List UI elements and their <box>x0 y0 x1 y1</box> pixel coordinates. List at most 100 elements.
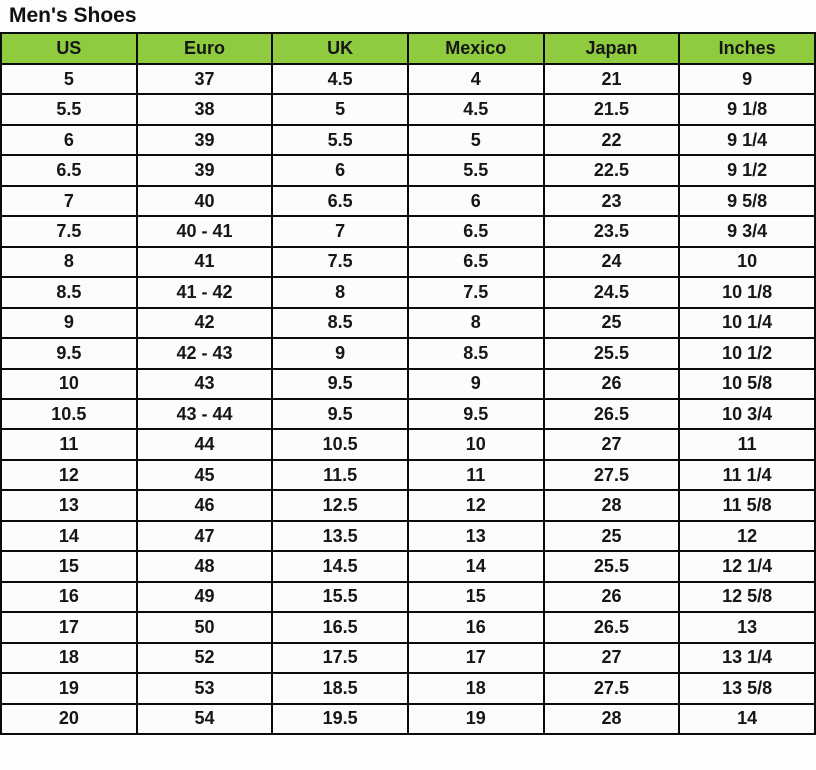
table-cell: 24.5 <box>542 276 681 309</box>
table-cell: 17.5 <box>271 641 409 675</box>
table-cell: 12 <box>406 489 545 522</box>
column-header-inches: Inches <box>678 32 816 65</box>
table-cell: 12 5/8 <box>678 580 816 614</box>
table-cell: 6.5 <box>406 245 545 279</box>
table-cell: 6.5 <box>271 184 409 218</box>
table-cell: 8 <box>0 245 138 279</box>
table-cell: 27.5 <box>542 458 681 492</box>
table-cell: 16 <box>406 611 545 644</box>
table-cell: 24 <box>542 245 681 279</box>
table-body: 5 37 4.5 4 21 9 5.5 38 5 4.5 21.5 9 1/8 6 39 5.5 5 22 9 1… <box>0 62 816 736</box>
table-cell: 22.5 <box>542 154 681 187</box>
table-row: 16 49 15.5 15 26 12 5/8 <box>0 580 816 614</box>
table-cell: 20 <box>0 702 138 736</box>
size-conversion-table: US Euro UK Mexico Japan Inches 5 37 4.5 4 21… <box>0 32 816 736</box>
table-row: 13 46 12.5 12 28 11 5/8 <box>0 489 816 522</box>
table-cell: 9 3/4 <box>678 215 816 248</box>
table-cell: 48 <box>135 550 274 583</box>
table-cell: 9.5 <box>271 367 409 400</box>
table-cell: 22 <box>542 123 681 157</box>
table-cell: 40 - 41 <box>135 215 274 248</box>
table-cell: 10 1/8 <box>678 276 816 309</box>
table-cell: 13 <box>406 519 545 553</box>
table-row: 20 54 19.5 19 28 14 <box>0 702 816 736</box>
table-cell: 9 1/8 <box>678 93 816 126</box>
table-cell: 9 <box>406 367 545 400</box>
table-cell: 10 1/2 <box>678 337 816 370</box>
table-cell: 26 <box>542 580 681 614</box>
table-cell: 18 <box>406 672 545 705</box>
table-cell: 8.5 <box>406 337 545 370</box>
table-cell: 7.5 <box>0 215 138 248</box>
table-cell: 39 <box>135 123 274 157</box>
table-cell: 19 <box>0 672 138 705</box>
table-cell: 26.5 <box>542 397 681 431</box>
table-cell: 37 <box>135 62 274 96</box>
table-cell: 9.5 <box>0 337 138 370</box>
table-cell: 26 <box>542 367 681 400</box>
table-cell: 9 5/8 <box>678 184 816 218</box>
table-cell: 13 <box>0 489 138 522</box>
table-row: 18 52 17.5 17 27 13 1/4 <box>0 641 816 675</box>
table-cell: 23 <box>542 184 681 218</box>
table-cell: 27 <box>542 641 681 675</box>
table-row: 10 43 9.5 9 26 10 5/8 <box>0 367 816 400</box>
table-cell: 13 5/8 <box>678 672 816 705</box>
table-row: 6.5 39 6 5.5 22.5 9 1/2 <box>0 154 816 187</box>
table-cell: 5.5 <box>271 123 409 157</box>
table-row: 14 47 13.5 13 25 12 <box>0 519 816 553</box>
table-cell: 10.5 <box>271 428 409 461</box>
table-cell: 53 <box>135 672 274 705</box>
table-row: 9.5 42 - 43 9 8.5 25.5 10 1/2 <box>0 337 816 370</box>
table-cell: 10 <box>678 245 816 279</box>
table-cell: 7.5 <box>406 276 545 309</box>
table-cell: 17 <box>406 641 545 675</box>
table-cell: 52 <box>135 641 274 675</box>
table-row: 8.5 41 - 42 8 7.5 24.5 10 1/8 <box>0 276 816 309</box>
table-row: 6 39 5.5 5 22 9 1/4 <box>0 123 816 157</box>
table-cell: 14 <box>0 519 138 553</box>
table-cell: 8 <box>406 306 545 340</box>
table-cell: 11 <box>0 428 138 461</box>
table-cell: 4.5 <box>406 93 545 126</box>
table-cell: 25 <box>542 306 681 340</box>
table-cell: 42 - 43 <box>135 337 274 370</box>
table-row: 9 42 8.5 8 25 10 1/4 <box>0 306 816 340</box>
table-cell: 43 - 44 <box>135 397 274 431</box>
table-cell: 10 <box>406 428 545 461</box>
table-cell: 21.5 <box>542 93 681 126</box>
table-cell: 12 <box>678 519 816 553</box>
table-cell: 14 <box>678 702 816 736</box>
table-cell: 6 <box>271 154 409 187</box>
table-cell: 13 1/4 <box>678 641 816 675</box>
table-cell: 15 <box>406 580 545 614</box>
table-cell: 10.5 <box>0 397 138 431</box>
table-cell: 44 <box>135 428 274 461</box>
table-cell: 13 <box>678 611 816 644</box>
table-cell: 9 <box>678 62 816 96</box>
table-cell: 26.5 <box>542 611 681 644</box>
column-header-us: US <box>0 32 138 65</box>
table-cell: 6.5 <box>406 215 545 248</box>
table-cell: 8.5 <box>271 306 409 340</box>
table-cell: 17 <box>0 611 138 644</box>
column-header-japan: Japan <box>542 32 681 65</box>
table-cell: 14.5 <box>271 550 409 583</box>
table-cell: 6.5 <box>0 154 138 187</box>
table-cell: 16.5 <box>271 611 409 644</box>
table-cell: 41 - 42 <box>135 276 274 309</box>
table-cell: 8 <box>271 276 409 309</box>
table-cell: 21 <box>542 62 681 96</box>
table-cell: 49 <box>135 580 274 614</box>
table-cell: 12 1/4 <box>678 550 816 583</box>
table-row: 11 44 10.5 10 27 11 <box>0 428 816 461</box>
column-header-euro: Euro <box>135 32 274 65</box>
table-cell: 18.5 <box>271 672 409 705</box>
table-cell: 50 <box>135 611 274 644</box>
table-row: 15 48 14.5 14 25.5 12 1/4 <box>0 550 816 583</box>
table-cell: 28 <box>542 702 681 736</box>
table-cell: 6 <box>406 184 545 218</box>
table-cell: 39 <box>135 154 274 187</box>
table-cell: 25.5 <box>542 550 681 583</box>
